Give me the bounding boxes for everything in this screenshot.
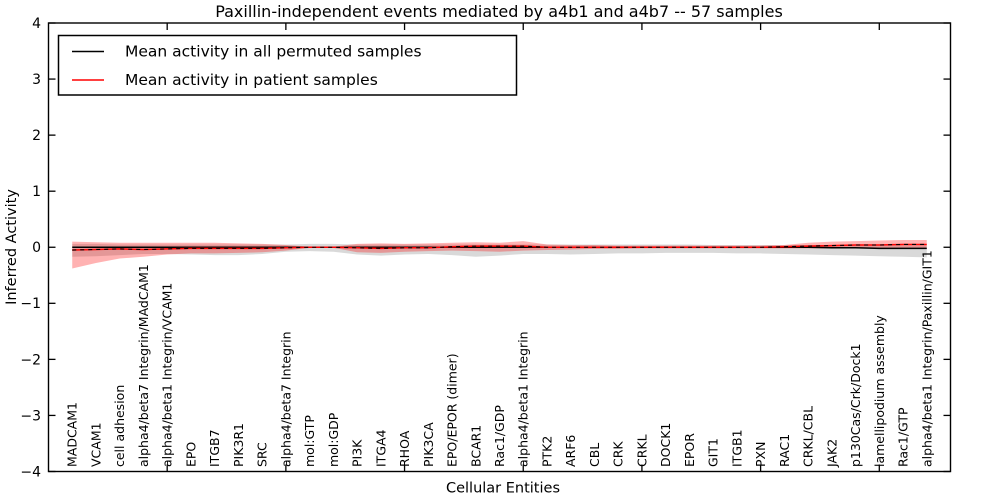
x-category-label: CRKL <box>634 434 649 467</box>
y-tick-label: −4 <box>20 464 41 480</box>
y-tick-labels: −4 −3 −2 −1 0 1 2 3 4 <box>20 16 41 480</box>
mean-lines <box>72 243 927 251</box>
legend-label-permuted: Mean activity in all permuted samples <box>125 43 422 61</box>
x-category-label: DOCK1 <box>658 423 673 467</box>
x-category-label: EPOR <box>682 433 697 467</box>
x-category-label: alpha4/beta1 Integrin/Paxillin/GIT1 <box>919 250 934 467</box>
x-category-label: MADCAM1 <box>65 402 80 467</box>
x-category-label: Rac1/GDP <box>492 405 507 467</box>
y-tick-label: 2 <box>32 128 41 144</box>
x-category-label: CRK <box>611 441 626 467</box>
x-category-label: alpha4/beta7 Integrin/MAdCAM1 <box>136 264 151 467</box>
x-axis-label: Cellular Entities <box>446 481 560 497</box>
x-category-label: RHOA <box>397 430 412 467</box>
x-category-label: Rac1/GTP <box>896 407 911 467</box>
x-category-label: EPO <box>183 442 198 467</box>
x-category-label: BCAR1 <box>468 425 483 467</box>
x-category-label: lamellipodium assembly <box>872 315 887 467</box>
legend: Mean activity in all permuted samples Me… <box>57 34 518 96</box>
series-line <box>72 243 927 251</box>
x-category-label: cell adhesion <box>112 385 127 467</box>
x-category-label: mol:GDP <box>326 412 341 467</box>
x-category-label: PIK3CA <box>421 422 436 467</box>
x-category-label: VCAM1 <box>88 422 103 467</box>
y-tick-label: 0 <box>32 240 41 256</box>
y-tick-label: 4 <box>32 16 41 32</box>
confidence-bands <box>72 239 927 269</box>
x-category-label: ITGA4 <box>373 429 388 467</box>
x-category-label: ITGB1 <box>729 429 744 467</box>
legend-box <box>57 34 518 96</box>
x-category-label: GIT1 <box>706 438 721 467</box>
y-tick-label: −1 <box>20 296 41 312</box>
x-category-label: RAC1 <box>777 434 792 467</box>
y-tick-label: 3 <box>32 72 41 88</box>
x-category-label: ARF6 <box>563 435 578 467</box>
axis-ticks <box>48 22 951 473</box>
x-category-label: CBL <box>587 443 602 467</box>
legend-label-patient: Mean activity in patient samples <box>125 71 378 89</box>
y-tick-label: −2 <box>20 352 41 368</box>
x-category-label: SRC <box>255 442 270 467</box>
x-category-label: alpha4/beta7 Integrin <box>278 331 293 467</box>
x-category-label: CRKL/CBL <box>801 406 816 467</box>
x-category-label: JAK2 <box>824 439 839 468</box>
chart-title: Paxillin-independent events mediated by … <box>215 2 783 21</box>
y-axis-label: Inferred Activity <box>4 189 20 305</box>
x-category-label: PXN <box>753 442 768 467</box>
plot-frame <box>47 22 952 473</box>
x-category-label: ITGB7 <box>207 429 222 467</box>
y-tick-label: −3 <box>20 408 41 424</box>
x-category-label: PIK3R1 <box>231 423 246 467</box>
x-category-label: alpha4/beta1 Integrin <box>516 331 531 467</box>
x-category-label: mol:GTP <box>302 415 317 467</box>
x-category-label: p130Cas/Crk/Dock1 <box>848 343 863 467</box>
x-tick-labels: MADCAM1 VCAM1 cell adhesion alpha4/beta7 In… <box>65 250 935 468</box>
x-category-label: EPO/EPOR (dimer) <box>445 353 460 467</box>
x-category-label: PI3K <box>350 439 365 467</box>
x-category-label: PTK2 <box>539 436 554 467</box>
x-category-label: alpha4/beta1 Integrin/VCAM1 <box>160 283 175 467</box>
y-tick-label: 1 <box>32 184 41 200</box>
